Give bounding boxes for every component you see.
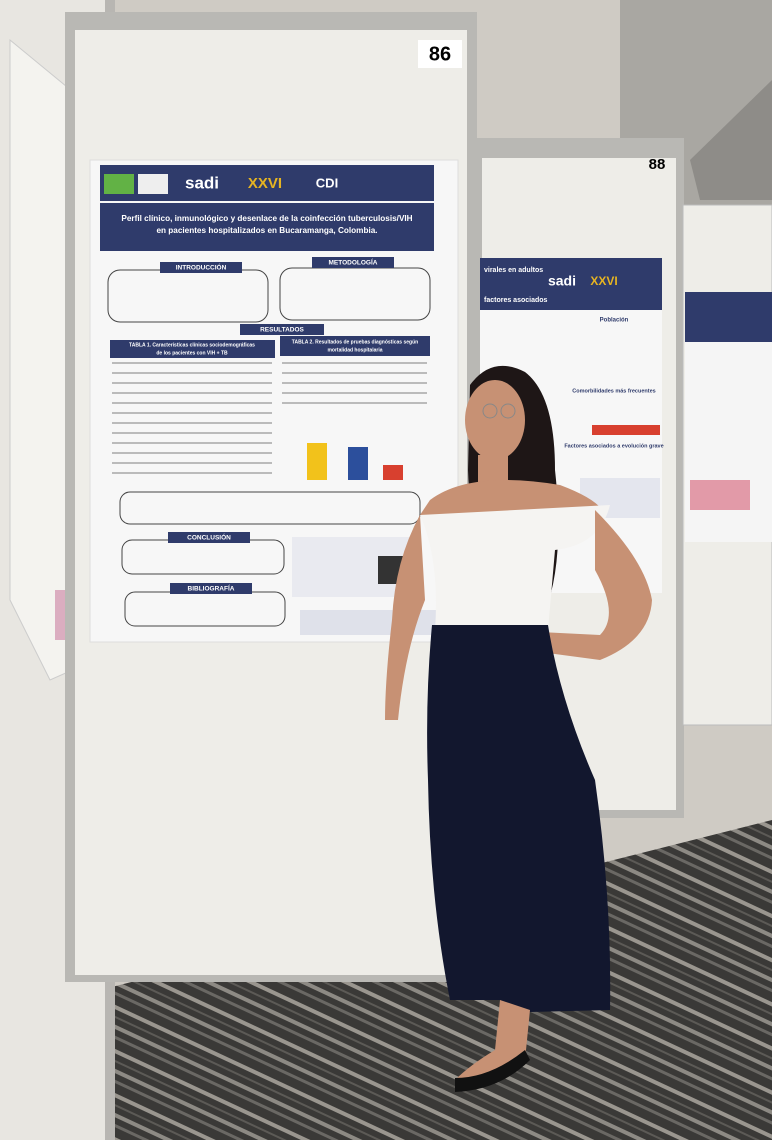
poster-bar [307,443,327,480]
section-heading: CONCLUSIÓN [187,533,231,542]
logo [104,174,134,194]
duct [690,80,772,200]
poster [685,342,772,542]
poster-highlight [592,425,660,435]
table-rows [112,362,427,474]
logo [138,174,168,194]
section-heading: METODOLOGÍA [329,258,378,267]
table-title: mortalidad hospitalaria [327,347,382,353]
section-heading: INTRODUCCIÓN [176,263,227,272]
table-header [110,340,275,358]
section-heading: BIBLIOGRAFÍA [188,584,235,593]
logo-text: CDI [316,175,338,190]
logo-text: sadi [548,273,576,289]
section-heading: RESULTADOS [260,327,304,334]
board-number-box [418,40,462,68]
section-box [119,491,421,525]
poster-title: en pacientes hospitalizados en Bucaraman… [156,226,377,235]
section-tag [168,532,250,543]
poster-heading: Comorbilidades más frecuentes [572,388,655,394]
poster-heading: Factores asociados a evolución grave [564,443,663,449]
poster-header [480,258,662,310]
section-tag [312,257,394,268]
logo-text: XXVI [248,175,282,192]
poster-block [690,480,750,510]
poster-heading: Población [600,318,629,324]
section-tag [170,583,252,594]
table-title: TABLA 1. Características clínicas sociod… [129,342,255,348]
poster-title: factores asociados [484,297,548,304]
table-title: de los pacientes con VIH + TB [156,350,228,356]
poster-bar [383,465,403,480]
section-tag [160,262,242,273]
table-header [280,336,430,356]
poster-title: virales en adultos [484,267,543,274]
table-title: TABLA 2. Resultados de pruebas diagnósti… [292,339,418,345]
poster-header [685,292,772,342]
keywords-box [300,610,450,635]
board-number: 86 [429,43,451,65]
logo-text: XXVI [590,274,617,288]
poster-title-band [100,203,434,251]
poster-bar [348,447,368,480]
board-number: 88 [649,156,666,173]
poster-title: Perfil clínico, inmunológico y desenlace… [121,214,412,223]
section-tag [240,324,324,335]
logo-text: sadi [185,173,219,192]
person [385,365,652,1092]
